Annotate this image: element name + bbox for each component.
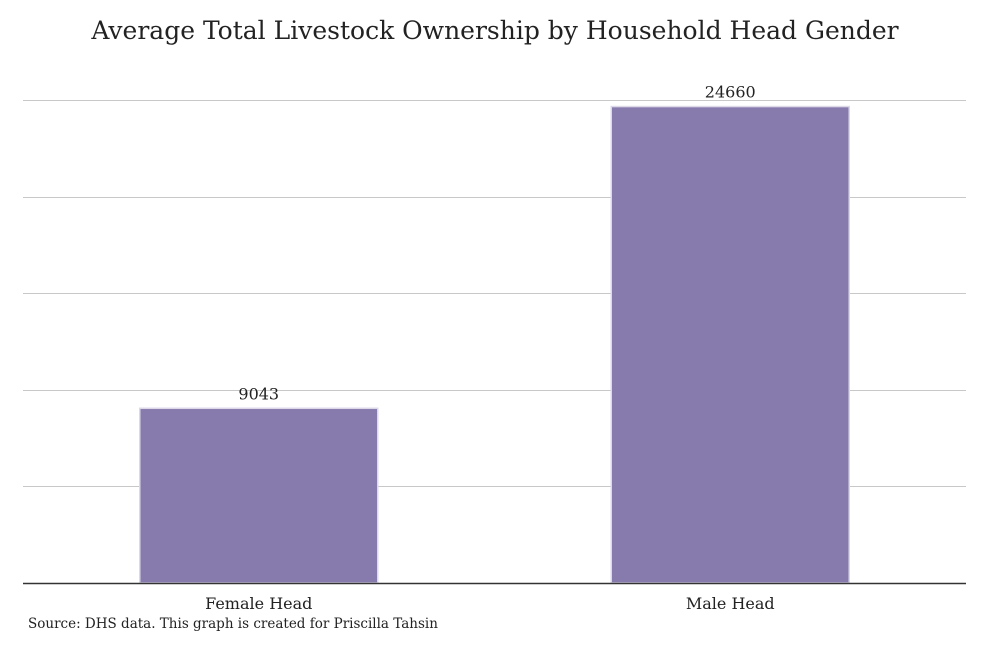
x-tick-label: Female Head: [205, 594, 312, 613]
bars: [139, 105, 850, 584]
source-note: Source: DHS data. This graph is created …: [28, 616, 438, 632]
bar-male-head: [610, 105, 850, 584]
data-label: 24660: [705, 83, 756, 102]
x-tick-labels: Female Head Male Head: [205, 594, 775, 613]
bar-female-head: [139, 407, 379, 584]
data-labels: 9043 24660: [238, 83, 755, 404]
chart-title: Average Total Livestock Ownership by Hou…: [91, 16, 899, 45]
x-tick-label: Male Head: [686, 594, 775, 613]
data-label: 9043: [238, 384, 279, 403]
